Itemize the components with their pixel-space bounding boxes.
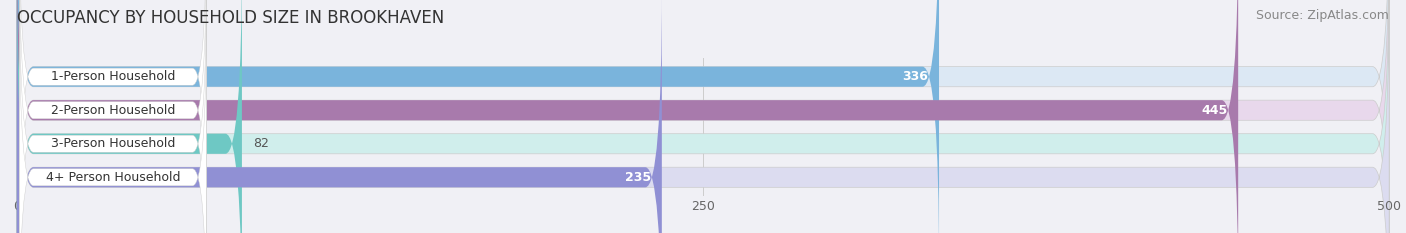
FancyBboxPatch shape [17,0,242,233]
FancyBboxPatch shape [17,0,1389,233]
Text: 2-Person Household: 2-Person Household [51,104,176,117]
FancyBboxPatch shape [17,0,1389,233]
Text: 336: 336 [903,70,928,83]
Text: OCCUPANCY BY HOUSEHOLD SIZE IN BROOKHAVEN: OCCUPANCY BY HOUSEHOLD SIZE IN BROOKHAVE… [17,9,444,27]
FancyBboxPatch shape [20,0,207,233]
Text: 4+ Person Household: 4+ Person Household [45,171,180,184]
Text: 235: 235 [624,171,651,184]
Text: Source: ZipAtlas.com: Source: ZipAtlas.com [1256,9,1389,22]
FancyBboxPatch shape [20,18,207,233]
FancyBboxPatch shape [17,0,1239,233]
FancyBboxPatch shape [17,0,1389,233]
FancyBboxPatch shape [17,0,1389,233]
FancyBboxPatch shape [17,0,939,233]
FancyBboxPatch shape [17,0,662,233]
FancyBboxPatch shape [20,0,207,233]
FancyBboxPatch shape [20,0,207,233]
Text: 1-Person Household: 1-Person Household [51,70,176,83]
Text: 82: 82 [253,137,269,150]
Text: 445: 445 [1201,104,1227,117]
Text: 3-Person Household: 3-Person Household [51,137,176,150]
